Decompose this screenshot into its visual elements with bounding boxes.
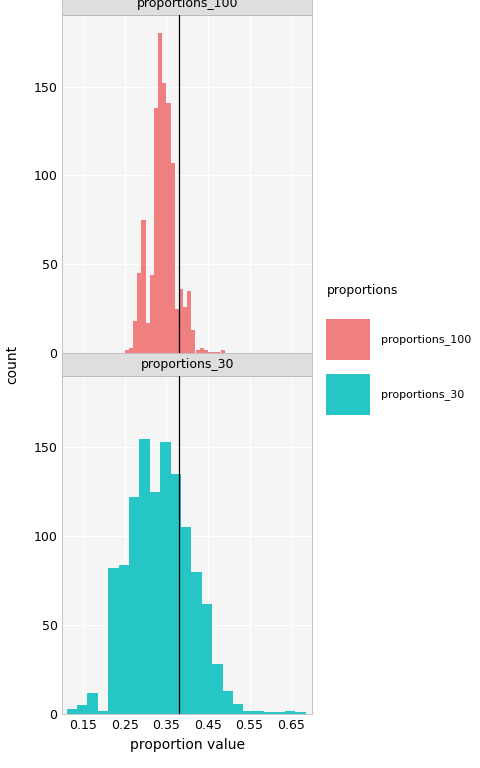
Bar bbox=[179, 290, 183, 353]
Bar bbox=[158, 33, 162, 353]
Bar bbox=[326, 374, 370, 415]
Bar bbox=[220, 349, 225, 353]
Bar bbox=[129, 348, 133, 353]
Bar bbox=[139, 439, 150, 714]
Text: proportions_30: proportions_30 bbox=[141, 358, 234, 371]
Bar bbox=[223, 691, 233, 714]
Bar bbox=[77, 705, 87, 714]
Bar bbox=[108, 568, 119, 714]
Bar bbox=[62, 0, 312, 15]
Bar bbox=[162, 83, 167, 353]
Bar bbox=[87, 693, 98, 714]
Bar bbox=[275, 713, 285, 714]
Bar bbox=[195, 349, 200, 353]
Bar bbox=[150, 275, 154, 353]
Bar bbox=[295, 713, 306, 714]
Bar bbox=[233, 703, 243, 714]
Text: proportions_100: proportions_100 bbox=[381, 334, 471, 345]
Bar bbox=[125, 349, 129, 353]
Bar bbox=[204, 349, 208, 353]
Text: proportions: proportions bbox=[326, 284, 398, 297]
Bar bbox=[133, 321, 137, 353]
Bar bbox=[170, 163, 175, 353]
Bar bbox=[212, 352, 216, 353]
Bar bbox=[175, 309, 179, 353]
Bar bbox=[154, 108, 158, 353]
Text: count: count bbox=[5, 346, 19, 384]
Bar bbox=[170, 474, 181, 714]
Bar bbox=[145, 323, 150, 353]
Bar bbox=[98, 710, 108, 714]
Bar bbox=[192, 572, 202, 714]
Bar bbox=[142, 220, 145, 353]
Text: proportions_100: proportions_100 bbox=[136, 0, 238, 10]
Bar bbox=[216, 352, 220, 353]
Bar bbox=[119, 564, 129, 714]
Bar bbox=[67, 709, 77, 714]
Bar bbox=[137, 273, 142, 353]
Bar bbox=[187, 291, 192, 353]
Bar bbox=[285, 710, 295, 714]
Bar bbox=[208, 352, 212, 353]
Bar bbox=[183, 307, 187, 353]
Bar bbox=[264, 713, 275, 714]
Text: proportions_30: proportions_30 bbox=[381, 389, 464, 400]
Bar bbox=[254, 710, 264, 714]
Bar bbox=[160, 442, 170, 714]
Bar bbox=[129, 497, 139, 714]
Bar bbox=[181, 528, 192, 714]
X-axis label: proportion value: proportion value bbox=[130, 737, 245, 752]
Bar bbox=[150, 492, 160, 714]
Bar bbox=[212, 664, 223, 714]
Bar bbox=[167, 102, 170, 353]
Bar bbox=[62, 353, 312, 376]
Bar bbox=[200, 348, 204, 353]
Bar bbox=[326, 319, 370, 360]
Bar bbox=[243, 710, 254, 714]
Bar bbox=[192, 330, 195, 353]
Bar bbox=[202, 604, 212, 714]
